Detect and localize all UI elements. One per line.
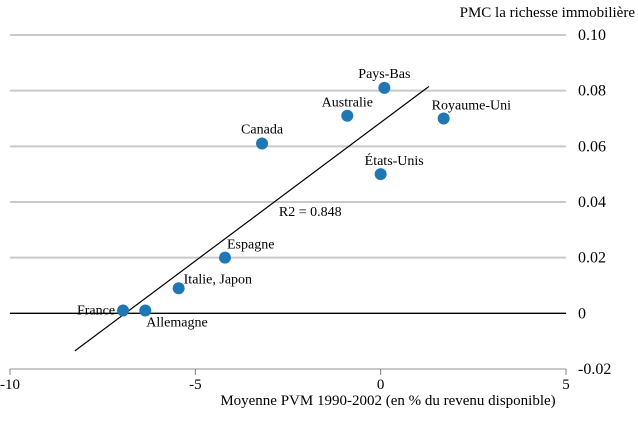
point-label: États-Unis [365, 152, 424, 169]
data-point [139, 304, 152, 317]
data-point [172, 282, 185, 295]
data-point [218, 251, 231, 264]
r-squared-annotation: R2 = 0.848 [279, 205, 342, 220]
data-point [256, 137, 269, 150]
data-point [437, 112, 450, 125]
point-label: Canada [241, 123, 284, 138]
point-label: Allemagne [146, 316, 207, 331]
data-point [378, 81, 391, 94]
y-tick-label: 0.04 [578, 194, 606, 211]
point-label: Australie [322, 96, 373, 111]
y-tick-label: -0.02 [578, 361, 611, 378]
x-tick-label: 5 [562, 377, 570, 393]
trend-line [74, 86, 430, 352]
y-tick-label: 0.02 [578, 250, 606, 267]
y-tick-label: 0 [578, 305, 586, 322]
data-point [117, 304, 130, 317]
point-label: Espagne [227, 238, 274, 253]
x-tick-label: -10 [0, 377, 20, 393]
x-axis-label: Moyenne PVM 1990-2002 (en % du revenu di… [220, 393, 556, 409]
point-label: Pays-Bas [358, 67, 410, 82]
x-tick-label: 0 [377, 377, 385, 393]
data-point [341, 109, 354, 122]
point-label: Royaume-Uni [432, 99, 511, 114]
chart-title: PMC la richesse immobilière [459, 5, 635, 21]
data-point [374, 168, 387, 181]
y-tick-label: 0.08 [578, 83, 606, 100]
y-tick-label: 0.10 [578, 27, 606, 44]
x-tick-label: -5 [189, 377, 202, 393]
point-label: Italie, Japon [184, 272, 252, 287]
y-tick-label: 0.06 [578, 138, 606, 155]
point-label: France [77, 304, 115, 319]
